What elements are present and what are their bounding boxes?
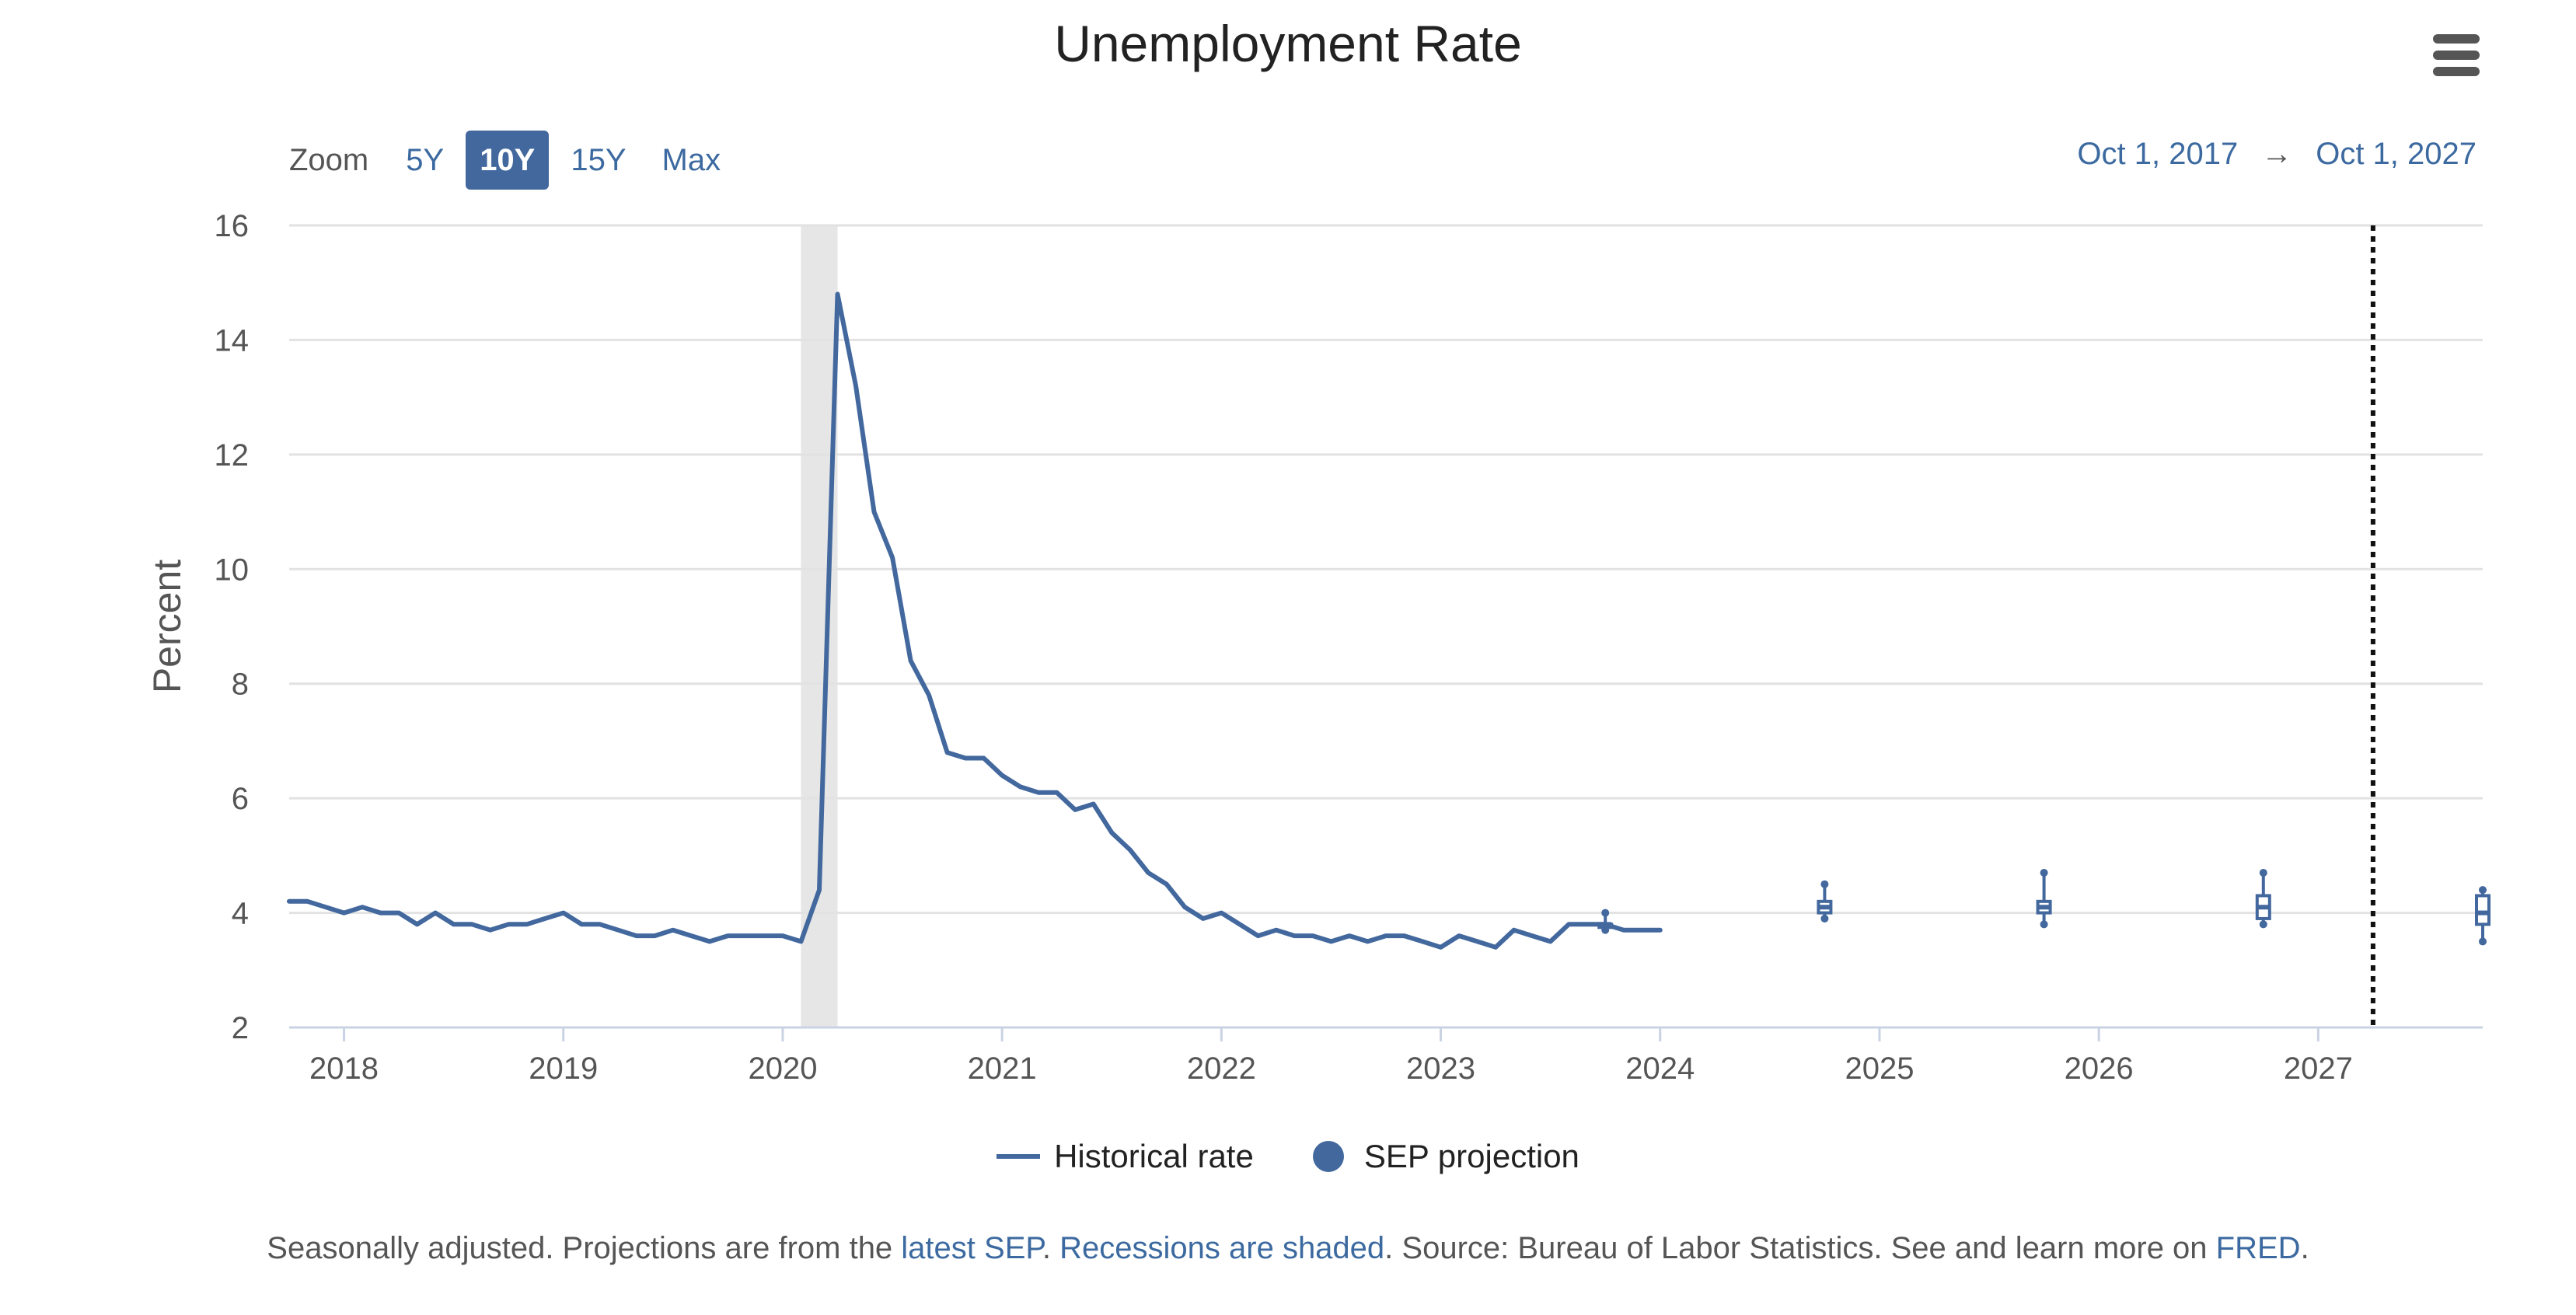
zoom-5y-button[interactable]: 5Y: [406, 143, 445, 177]
y-tick-label: 10: [215, 553, 250, 587]
recession-band: [801, 225, 838, 1027]
y-tick-label: 2: [232, 1011, 249, 1045]
projection-low-marker: [2259, 920, 2267, 929]
legend-item-historical[interactable]: Historical rate: [997, 1138, 1254, 1175]
x-tick-label: 2021: [968, 1052, 1037, 1086]
footnote-text: .: [1042, 1231, 1060, 1265]
x-tick-label: 2018: [309, 1052, 379, 1086]
footnote: Seasonally adjusted. Projections are fro…: [0, 1231, 2576, 1266]
x-tick-label: 2022: [1187, 1052, 1256, 1086]
projection-low-marker: [2040, 920, 2048, 929]
fred-link[interactable]: FRED: [2215, 1231, 2301, 1265]
projection-box: [2475, 894, 2490, 926]
x-tick-label: 2025: [1845, 1052, 1914, 1086]
projection-high-marker: [2259, 868, 2267, 877]
line-marker-icon: [997, 1154, 1041, 1159]
recessions-link[interactable]: Recessions are shaded: [1059, 1231, 1385, 1265]
zoom-15y-button[interactable]: 15Y: [571, 143, 627, 177]
dot-marker-icon: [1312, 1141, 1344, 1172]
y-tick-label: 14: [215, 323, 250, 358]
menu-bar: [2433, 67, 2480, 76]
x-tick-label: 2027: [2284, 1052, 2353, 1086]
y-tick-label: 4: [232, 897, 249, 931]
legend-label-historical: Historical rate: [1054, 1138, 1254, 1174]
menu-icon[interactable]: [2431, 34, 2483, 78]
projection-high-marker: [2479, 886, 2487, 895]
legend: Historical rate SEP projection: [0, 1138, 2576, 1175]
projection-high-marker: [2040, 868, 2048, 877]
y-tick-label: 16: [215, 209, 250, 243]
footnote-text: . Source: Bureau of Labor Statistics. Se…: [1384, 1231, 2216, 1265]
projection-low-marker: [2479, 937, 2487, 946]
zoom-controls: Zoom 5Y 10Y 15Y Max: [289, 131, 742, 190]
x-tick-label: 2024: [1625, 1052, 1695, 1086]
footnote-text: Seasonally adjusted. Projections are fro…: [267, 1231, 902, 1265]
projection-high-marker: [1820, 880, 1829, 888]
zoom-max-button[interactable]: Max: [661, 143, 721, 177]
x-tick-label: 2023: [1406, 1052, 1475, 1086]
range-start-date[interactable]: Oct 1, 2017: [2077, 137, 2239, 171]
range-end-date[interactable]: Oct 1, 2027: [2316, 137, 2477, 171]
legend-label-projection: SEP projection: [1363, 1138, 1579, 1174]
date-range: Oct 1, 2017 → Oct 1, 2027: [2077, 137, 2477, 172]
projection-high-marker: [1601, 909, 1610, 917]
footnote-text: .: [2300, 1231, 2309, 1265]
y-tick-label: 8: [232, 668, 249, 702]
latest-sep-link[interactable]: latest SEP: [901, 1231, 1042, 1265]
zoom-label: Zoom: [289, 142, 369, 177]
legend-item-projection[interactable]: SEP projection: [1312, 1138, 1579, 1175]
x-tick-label: 2019: [529, 1052, 598, 1086]
historical-rate-line: [287, 291, 1663, 950]
menu-bar: [2433, 34, 2480, 44]
zoom-10y-button[interactable]: 10Y: [466, 131, 550, 190]
y-tick-label: 6: [232, 782, 249, 816]
range-arrow-icon: →: [2261, 137, 2293, 171]
x-tick-label: 2026: [2065, 1052, 2134, 1086]
y-tick-label: 12: [215, 438, 250, 473]
projection-low-marker: [1820, 914, 1829, 923]
chart-title: Unemployment Rate: [1054, 15, 1522, 72]
y-axis-title: Percent: [145, 560, 189, 693]
menu-bar: [2433, 51, 2480, 60]
x-tick-label: 2020: [748, 1052, 817, 1086]
